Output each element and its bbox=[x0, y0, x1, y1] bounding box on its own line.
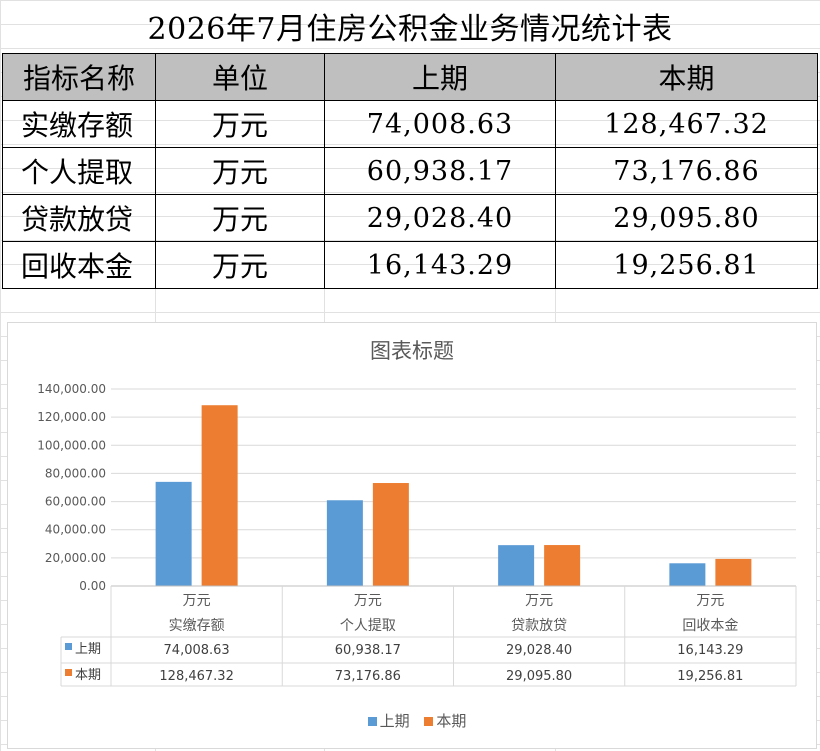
bar-prev bbox=[669, 563, 706, 586]
bar-curr bbox=[201, 405, 238, 586]
header-cell-curr[interactable]: 本期 bbox=[555, 53, 818, 101]
bar-prev bbox=[326, 500, 363, 586]
y-tick-label: 100,000.00 bbox=[37, 438, 106, 452]
cell-curr[interactable]: 19,256.81 bbox=[555, 241, 818, 289]
bar-prev bbox=[498, 545, 535, 586]
cell-curr[interactable]: 128,467.32 bbox=[555, 100, 818, 148]
cell-prev[interactable]: 74,008.63 bbox=[324, 100, 556, 148]
legend-label-prev: 上期 bbox=[379, 712, 410, 730]
header-cell-name[interactable]: 指标名称 bbox=[2, 53, 156, 101]
chart-title[interactable]: 图表标题 bbox=[370, 339, 454, 363]
x-category-unit: 万元 bbox=[354, 593, 382, 609]
legend-label-curr: 本期 bbox=[436, 712, 467, 730]
header-row: 指标名称 单位 上期 本期 bbox=[2, 53, 818, 101]
table-row: 贷款放贷 万元 29,028.40 29,095.80 bbox=[2, 194, 818, 242]
data-table-value: 16,143.29 bbox=[677, 643, 743, 658]
summary-table: 指标名称 单位 上期 本期 实缴存额 万元 74,008.63 128,467.… bbox=[2, 53, 818, 289]
data-table-value: 60,938.17 bbox=[335, 643, 401, 658]
y-tick-label: 140,000.00 bbox=[37, 382, 106, 396]
cell-prev[interactable]: 29,028.40 bbox=[324, 194, 556, 242]
cell-unit[interactable]: 万元 bbox=[155, 147, 325, 195]
table-row: 个人提取 万元 60,938.17 73,176.86 bbox=[2, 147, 818, 195]
data-table-series-name: 上期 bbox=[75, 642, 101, 657]
data-table-value: 29,095.80 bbox=[506, 669, 572, 684]
legend-swatch-prev bbox=[367, 717, 377, 726]
cell-unit[interactable]: 万元 bbox=[155, 100, 325, 148]
y-tick-label: 0.00 bbox=[79, 579, 106, 593]
y-tick-label: 20,000.00 bbox=[45, 551, 106, 565]
x-category-unit: 万元 bbox=[525, 593, 553, 609]
y-tick-label: 40,000.00 bbox=[45, 523, 106, 537]
cell-unit[interactable]: 万元 bbox=[155, 241, 325, 289]
chart-container[interactable]: 图表标题 0.00 20,000.00 40,000.00 60,000.00 80,0… bbox=[7, 322, 817, 749]
bar-curr bbox=[544, 545, 581, 586]
data-table-value: 73,176.86 bbox=[335, 669, 401, 684]
y-tick-label: 120,000.00 bbox=[37, 410, 106, 424]
x-category-unit: 万元 bbox=[183, 593, 211, 609]
y-tick-label: 80,000.00 bbox=[45, 466, 106, 480]
chart-legend[interactable]: 上期 本期 bbox=[8, 710, 816, 731]
data-table-value: 19,256.81 bbox=[677, 669, 743, 684]
x-category-label: 回收本金 bbox=[682, 618, 738, 634]
cell-name[interactable]: 实缴存额 bbox=[2, 100, 156, 148]
data-table-value: 128,467.32 bbox=[159, 669, 233, 684]
data-table-series-key bbox=[65, 643, 72, 650]
data-table-value: 74,008.63 bbox=[164, 643, 230, 658]
cell-unit[interactable]: 万元 bbox=[155, 194, 325, 242]
x-category-label: 个人提取 bbox=[340, 618, 396, 634]
bar-chart: 0.00 20,000.00 40,000.00 60,000.00 80,000.00… bbox=[37, 382, 797, 687]
sheet-title[interactable]: 2026年7月住房公积金业务情况统计表 bbox=[147, 12, 673, 47]
x-category-unit: 万元 bbox=[696, 593, 724, 609]
header-cell-unit[interactable]: 单位 bbox=[155, 53, 325, 101]
cell-prev[interactable]: 60,938.17 bbox=[324, 147, 556, 195]
y-tick-label: 60,000.00 bbox=[45, 495, 106, 509]
bar-prev bbox=[155, 481, 192, 586]
cell-name[interactable]: 贷款放贷 bbox=[2, 194, 156, 242]
data-table-series-key bbox=[65, 669, 72, 676]
bar-curr bbox=[372, 483, 409, 586]
cell-name[interactable]: 回收本金 bbox=[2, 241, 156, 289]
legend-swatch-curr bbox=[424, 717, 434, 726]
x-category-label: 贷款放贷 bbox=[511, 618, 567, 634]
table-row: 回收本金 万元 16,143.29 19,256.81 bbox=[2, 241, 818, 289]
x-category-label: 实缴存额 bbox=[169, 618, 225, 634]
cell-curr[interactable]: 29,095.80 bbox=[555, 194, 818, 242]
cell-name[interactable]: 个人提取 bbox=[2, 147, 156, 195]
data-table-value: 29,028.40 bbox=[506, 643, 572, 658]
cell-curr[interactable]: 73,176.86 bbox=[555, 147, 818, 195]
table-row: 实缴存额 万元 74,008.63 128,467.32 bbox=[2, 100, 818, 148]
data-table-series-name: 本期 bbox=[75, 668, 101, 683]
cell-prev[interactable]: 16,143.29 bbox=[324, 241, 556, 289]
header-cell-prev[interactable]: 上期 bbox=[324, 53, 556, 101]
bar-curr bbox=[715, 558, 752, 586]
